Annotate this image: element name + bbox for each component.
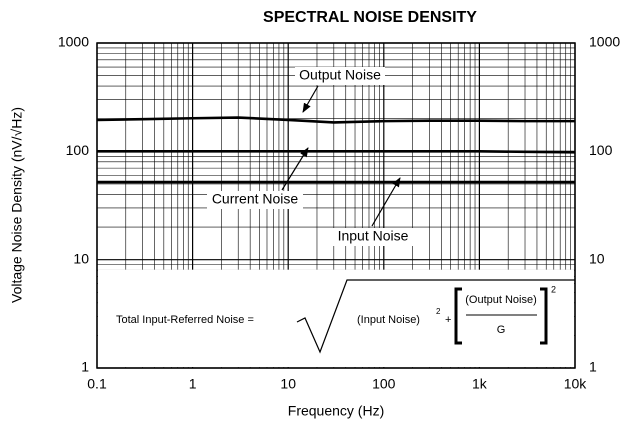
x-tick-label: 10k — [564, 376, 588, 392]
y2-tick-label: 1 — [589, 359, 597, 375]
x-tick-label: 1 — [189, 376, 197, 392]
legend-label: Output Noise — [299, 67, 381, 83]
y-axis-label: Voltage Noise Density (nV/√Hz) — [9, 107, 25, 303]
annotation-bg — [331, 228, 415, 246]
sqrt-sign — [296, 279, 575, 354]
bracket — [454, 287, 462, 345]
plot-frame — [96, 42, 576, 369]
x-tick-label: 100 — [372, 376, 396, 392]
x-tick-label: 10 — [280, 376, 296, 392]
annotation-bg — [207, 191, 303, 209]
series-line — [96, 116, 575, 124]
x-tick-label: 0.1 — [87, 376, 107, 392]
y-tick-label: 1 — [81, 359, 89, 375]
formula-text: (Output Noise) — [465, 294, 537, 306]
annotation-bg — [295, 67, 385, 85]
x-axis-label: Frequency (Hz) — [288, 403, 384, 419]
y-tick-label: 100 — [66, 142, 90, 158]
y2-tick-label: 100 — [589, 142, 613, 158]
annotation-arrow — [281, 147, 309, 191]
series-line — [97, 150, 576, 154]
formula-text: + — [445, 314, 451, 326]
x-tick-label: 1k — [472, 376, 488, 392]
legend-label: Current Noise — [212, 191, 299, 207]
legend-label: Input Noise — [338, 228, 409, 244]
formula-text: Total Input-Referred Noise = — [116, 314, 254, 326]
y-tick-label: 10 — [73, 250, 89, 266]
annotation-arrow — [302, 85, 319, 113]
chart-title: SPECTRAL NOISE DENSITY — [263, 9, 477, 26]
formula-box — [98, 269, 574, 367]
y2-tick-label: 1000 — [589, 34, 620, 50]
formula-text: 2 — [551, 284, 556, 294]
y2-tick-label: 10 — [589, 250, 605, 266]
bracket — [540, 287, 548, 345]
formula-text: (Input Noise) — [357, 314, 420, 326]
formula-text: G — [497, 324, 506, 336]
annotation-arrow — [371, 177, 401, 227]
formula-text: 2 — [436, 307, 441, 316]
y-tick-label: 1000 — [58, 34, 89, 50]
